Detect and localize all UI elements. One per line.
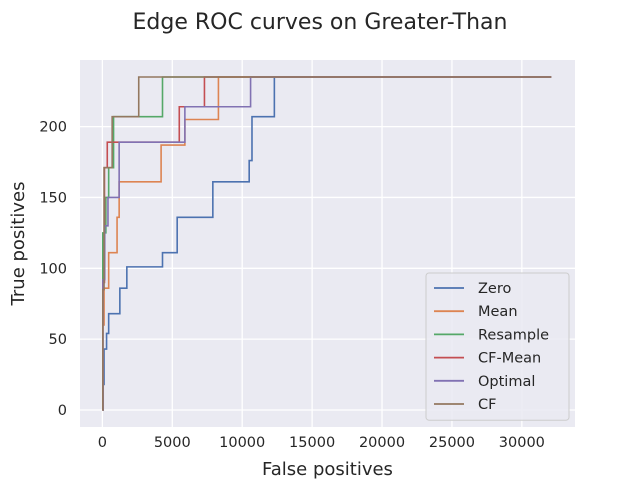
y-tick-label: 150 bbox=[39, 190, 67, 206]
series-line-cf bbox=[101, 76, 552, 411]
x-tick-label: 5000 bbox=[154, 435, 191, 451]
y-tick-label: 0 bbox=[58, 403, 67, 419]
legend: Zero Mean Resample CF-Mean Optimal CF bbox=[425, 272, 570, 421]
series-line-optimal bbox=[102, 76, 552, 411]
x-tick-label: 20000 bbox=[359, 435, 405, 451]
series-line-resample bbox=[101, 76, 552, 411]
y-tick-label: 200 bbox=[39, 120, 67, 136]
x-tick-label: 10000 bbox=[219, 435, 265, 451]
x-tick-label: 25000 bbox=[429, 435, 475, 451]
legend-label-optimal: Optimal bbox=[478, 374, 535, 390]
y-tick-label: 100 bbox=[39, 261, 67, 277]
grid-lines bbox=[80, 60, 575, 427]
x-axis-label: False positives bbox=[262, 459, 393, 480]
x-tick-label: 30000 bbox=[499, 435, 545, 451]
legend-label-cf: CF bbox=[478, 397, 496, 413]
series-line-zero bbox=[102, 76, 552, 411]
series-lines bbox=[101, 76, 552, 411]
series-line-mean bbox=[102, 76, 552, 411]
legend-label-cf-mean: CF-Mean bbox=[478, 351, 541, 367]
legend-label-mean: Mean bbox=[478, 304, 518, 320]
legend-frame bbox=[425, 272, 570, 421]
chart-title: Edge ROC curves on Greater-Than bbox=[133, 10, 508, 35]
y-tick-label: 50 bbox=[49, 332, 67, 348]
x-tick-label: 0 bbox=[98, 435, 107, 451]
legend-label-resample: Resample bbox=[478, 327, 549, 343]
tick-labels: 0 5000 10000 15000 20000 25000 30000 0 50 100 150 2… bbox=[39, 120, 545, 451]
legend-label-zero: Zero bbox=[478, 281, 511, 297]
y-axis-label: True positives bbox=[8, 182, 29, 307]
x-tick-label: 15000 bbox=[289, 435, 335, 451]
